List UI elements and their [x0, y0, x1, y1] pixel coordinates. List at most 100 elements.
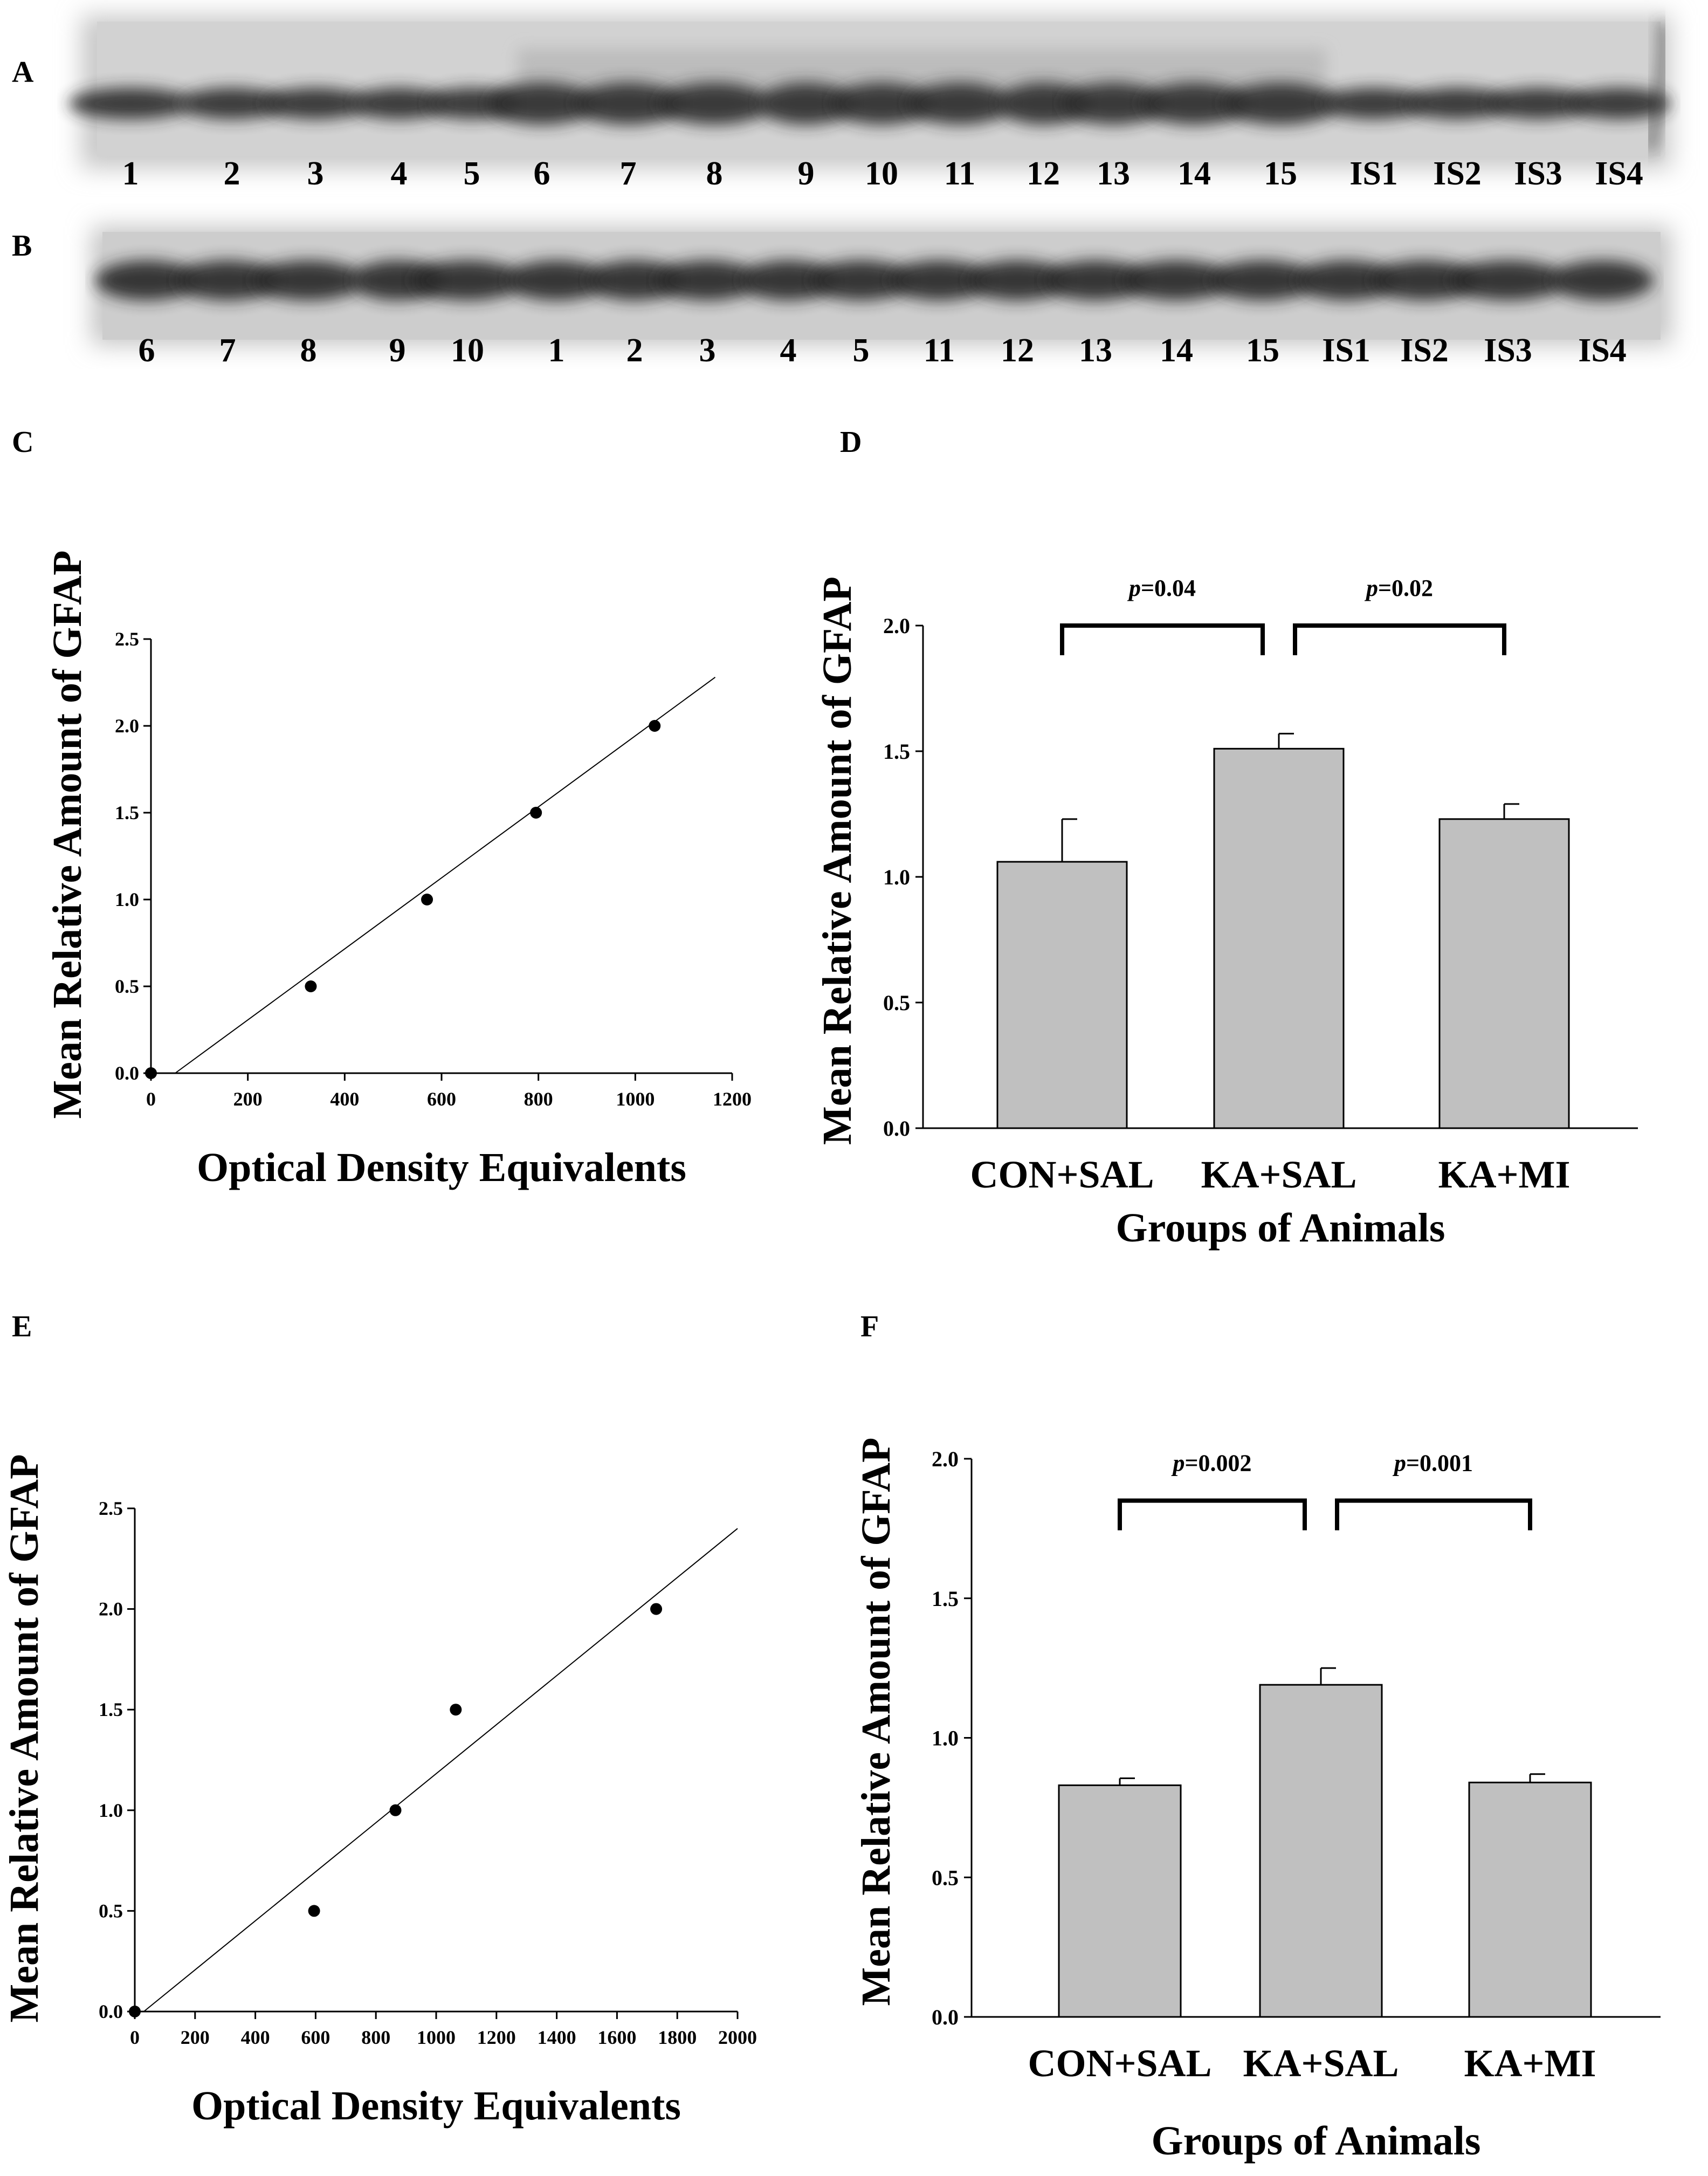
blot-b-lane-label: 2	[626, 332, 643, 369]
chart-f-y-axis-title: Mean Relative Amount of GFAP	[853, 1438, 899, 2006]
blot-b-lane-label: 13	[1079, 332, 1112, 369]
chart-c-y-tick-label: 1.5	[115, 802, 139, 823]
chart-f-p-number: =0.002	[1184, 1450, 1251, 1477]
blot-a-lane-label: 13	[1097, 155, 1130, 192]
chart-f-significance-bracket	[1118, 1498, 1307, 1530]
blot-b-lane-label: 12	[1001, 332, 1034, 369]
blot-a-band	[574, 82, 682, 125]
chart-c-y-tick-label: 2.5	[115, 628, 139, 650]
blot-b-lane-label: 3	[699, 332, 716, 369]
chart-f-p-value: p=0.002	[1170, 1450, 1251, 1477]
chart-e-fit-line	[143, 1528, 738, 2012]
chart-c-y-tick-label: 0.5	[115, 976, 139, 997]
panel-label-a: A	[12, 56, 34, 89]
blot-a-band	[179, 88, 285, 119]
chart-d-category-label: KA+SAL	[1201, 1153, 1356, 1196]
chart-e-y-tick-label: 1.0	[99, 1800, 123, 1821]
chart-d-bar	[1213, 747, 1345, 1129]
blot-a-lane-label: 7	[620, 155, 637, 192]
chart-d-significance-bracket	[1293, 623, 1506, 655]
blot-b-band	[889, 260, 989, 300]
blot-b-lane-label: 14	[1160, 332, 1193, 369]
blot-b-band	[95, 260, 198, 300]
blot-b-band	[1372, 260, 1477, 300]
chart-c-data-point	[530, 807, 542, 819]
chart-f-category-label: CON+SAL	[1028, 2042, 1211, 2085]
chart-d-p-symbol: p	[1364, 575, 1378, 601]
chart-e-y-tick-label: 0.5	[99, 1900, 123, 1921]
blot-b-lane-label: IS2	[1400, 332, 1449, 369]
chart-c-y-axis-title: Mean Relative Amount of GFAP	[45, 551, 90, 1119]
blot-a-band	[263, 88, 368, 119]
chart-c-data-point	[145, 1067, 157, 1079]
chart-d-category-label: CON+SAL	[970, 1153, 1154, 1196]
blot-a-band	[1487, 88, 1589, 119]
chart-c-x-tick-label: 0	[146, 1088, 156, 1110]
blot-b-band	[967, 260, 1068, 300]
chart-c-y-tick-label: 2.0	[115, 715, 139, 737]
blot-a-lane-label: 14	[1177, 155, 1211, 192]
blot-a-lane-label: 4	[391, 155, 408, 192]
panel-label-f: F	[860, 1310, 879, 1343]
chart-d-y-tick-label: 1.5	[883, 739, 910, 764]
chart-c-x-tick-label: 200	[233, 1088, 263, 1110]
chart-d-bar	[1438, 818, 1570, 1129]
chart-f-y-tick-label: 1.5	[932, 1587, 959, 1611]
blot-a-band	[997, 82, 1089, 125]
chart-e-x-tick-label: 800	[361, 2027, 390, 2048]
chart-f-p-number: =0.001	[1406, 1450, 1473, 1477]
blot-a-band	[1568, 88, 1670, 119]
blot-a-lane-label: IS2	[1433, 155, 1482, 192]
chart-d-p-symbol: p	[1127, 575, 1141, 601]
blot-a-upper-haze	[518, 49, 1326, 86]
blot-b-band	[1450, 260, 1566, 300]
blot-a-band	[1062, 82, 1165, 125]
panel-label-b: B	[12, 229, 32, 263]
blot-b-band	[587, 260, 682, 300]
chart-c-x-tick-label: 1000	[616, 1088, 655, 1110]
chart-e-x-tick-label: 600	[301, 2027, 330, 2048]
chart-d-p-number: =0.04	[1141, 575, 1196, 601]
blot-b-lane-label: IS3	[1484, 332, 1532, 369]
chart-c-y-tick-label: 1.0	[115, 889, 139, 910]
blot-b-band	[1122, 260, 1230, 300]
blot-a-band	[69, 88, 192, 119]
chart-d-p-number: =0.02	[1378, 575, 1433, 601]
chart-e-x-tick-label: 1800	[658, 2027, 697, 2048]
chart-e-x-tick-label: 1600	[597, 2027, 636, 2048]
chart-c-x-tick-label: 600	[427, 1088, 456, 1110]
chart-e-data-point	[450, 1704, 462, 1716]
chart-e-y-tick-label: 0.0	[99, 2001, 123, 2022]
chart-f-bar	[1259, 1684, 1383, 2018]
blot-b-band	[412, 260, 523, 300]
blot-b-band	[811, 260, 911, 300]
blot-a-lane-label: 15	[1264, 155, 1297, 192]
panel-label-c: C	[12, 425, 33, 459]
blot-a-lane-label: 3	[307, 155, 324, 192]
chart-f-category-label: KA+SAL	[1243, 2042, 1399, 2085]
chart-c-x-tick-label: 800	[524, 1088, 553, 1110]
chart-e-x-axis-title: Optical Density Equivalents	[191, 2083, 681, 2129]
blot-b-lane-label: 5	[853, 332, 870, 369]
chart-d-x-axis-title: Groups of Animals	[1116, 1205, 1445, 1251]
blot-a-lane-label: 6	[534, 155, 550, 192]
chart-d-y-tick-label: 1.0	[883, 865, 910, 889]
chart-e-x-tick-label: 1200	[477, 2027, 516, 2048]
blot-a-band	[1223, 82, 1338, 125]
chart-f-y-tick-label: 0.5	[932, 1865, 959, 1890]
blot-b-band	[253, 260, 364, 300]
western-blot-b: 6 7 8 9 10 1 2 3 4 5 11 12 13 14 15 IS1 IS2 IS3 IS4	[92, 226, 1671, 369]
blot-a-band	[757, 82, 855, 125]
blot-b-lane-label: 10	[451, 332, 484, 369]
chart-c-data-point	[421, 894, 433, 905]
western-blot-a: 1 2 3 4 5 6 7 8 9 10 11 12 13 14 15 IS1 IS2 IS3 IS4	[69, 15, 1671, 192]
blot-b-band	[1044, 260, 1147, 300]
blot-b-band	[1296, 260, 1396, 300]
blot-b-lane-label: 8	[300, 332, 317, 369]
chart-f-x-axis-title: Groups of Animals	[1152, 2118, 1481, 2164]
blot-a-lane-label: 10	[865, 155, 898, 192]
blot-a-lane-label: 5	[464, 155, 480, 192]
blot-a-lane-label: IS3	[1514, 155, 1562, 192]
chart-d-significance-bracket	[1060, 623, 1265, 655]
